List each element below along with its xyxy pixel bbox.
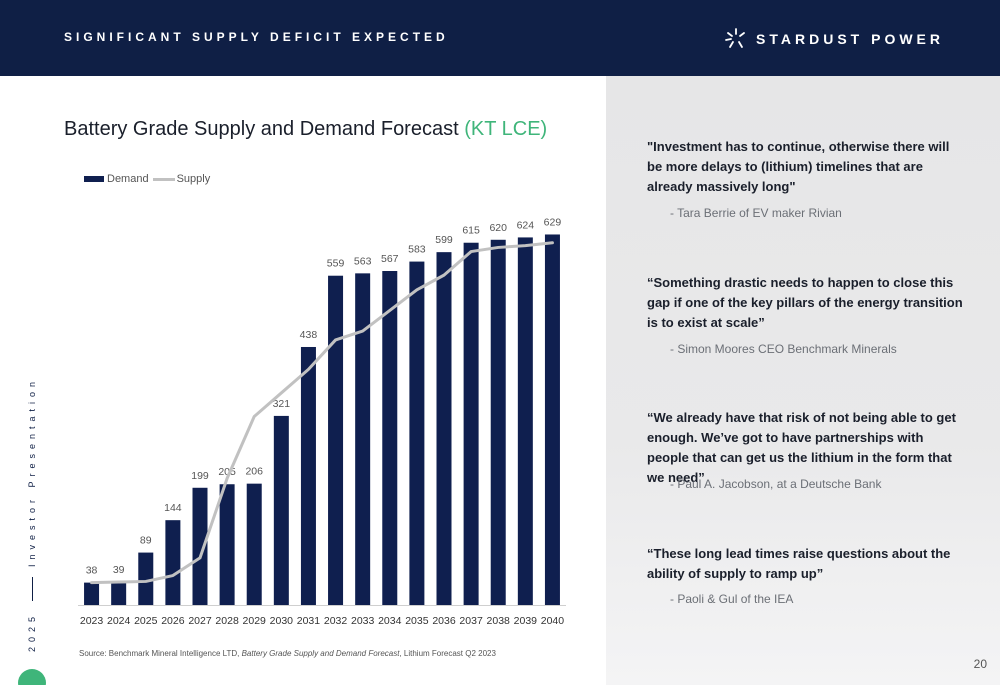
demand-bar xyxy=(544,234,560,606)
demand-bar xyxy=(463,242,479,605)
x-tick-label: 2036 xyxy=(432,615,456,627)
demand-bar xyxy=(84,582,100,605)
demand-value-label: 38 xyxy=(86,565,98,577)
demand-bar xyxy=(246,483,262,605)
demand-value-label: 199 xyxy=(191,470,209,482)
chart-title-unit: (KT LCE) xyxy=(464,118,548,140)
source-suffix: , Lithium Forecast Q2 2023 xyxy=(399,649,496,658)
side-label: Investor Presentation xyxy=(27,376,37,567)
demand-value-label: 583 xyxy=(408,244,426,256)
x-tick-label: 2026 xyxy=(161,615,185,627)
demand-bar xyxy=(409,261,425,605)
demand-value-label: 567 xyxy=(381,253,399,265)
demand-value-label: 206 xyxy=(245,466,263,478)
quote-1: "Investment has to continue, otherwise t… xyxy=(647,139,950,194)
quote-1-attribution: - Tara Berrie of EV maker Rivian xyxy=(670,206,842,220)
source-title: Battery Grade Supply and Demand Forecast xyxy=(241,649,400,658)
demand-bar xyxy=(436,252,452,606)
legend-demand-label: Demand xyxy=(107,173,149,185)
quote-3-attribution: - Paul A. Jacobson, at a Deutsche Bank xyxy=(670,477,882,491)
demand-bar xyxy=(219,484,235,605)
logo-text: STARDUST POWER xyxy=(756,31,944,47)
chart-title: Battery Grade Supply and Demand Forecast… xyxy=(64,118,547,141)
supply-line xyxy=(90,241,554,585)
demand-value-label: 144 xyxy=(164,502,182,514)
demand-bar xyxy=(517,237,533,606)
x-tick-label: 2027 xyxy=(188,615,212,627)
starburst-logo-icon xyxy=(725,28,745,48)
demand-bar xyxy=(165,520,181,605)
page-number: 20 xyxy=(973,657,987,671)
x-tick-label: 2025 xyxy=(134,615,158,627)
demand-bar xyxy=(490,239,506,605)
demand-value-label: 559 xyxy=(327,258,345,270)
x-tick-label: 2039 xyxy=(514,615,538,627)
demand-value-label: 624 xyxy=(517,219,535,231)
quote-2-attribution: - Simon Moores CEO Benchmark Minerals xyxy=(670,342,897,356)
quote-4: “These long lead times raise questions a… xyxy=(647,546,951,581)
x-tick-label: 2037 xyxy=(459,615,483,627)
demand-value-label: 615 xyxy=(462,225,480,237)
demand-bar xyxy=(273,415,289,605)
x-tick-label: 2040 xyxy=(541,615,565,627)
quote-4-attribution: - Paoli & Gul of the IEA xyxy=(670,592,794,606)
x-tick-label: 2028 xyxy=(215,615,239,627)
demand-bar xyxy=(192,487,208,605)
legend-supply-swatch xyxy=(152,177,175,181)
header-bar: SIGNIFICANT SUPPLY DEFICIT EXPECTED STAR… xyxy=(0,0,1000,76)
demand-value-label: 438 xyxy=(300,329,318,341)
quotes-panel xyxy=(606,76,1000,685)
x-tick-label: 2031 xyxy=(297,615,321,627)
x-tick-label: 2033 xyxy=(351,615,375,627)
demand-bar xyxy=(355,273,371,605)
quote-2: “Something drastic needs to happen to cl… xyxy=(647,275,963,330)
source-prefix: Source: Benchmark Mineral Intelligence L… xyxy=(79,649,242,658)
demand-value-label: 39 xyxy=(113,564,125,576)
chart-source: Source: Benchmark Mineral Intelligence L… xyxy=(79,649,496,658)
demand-bar xyxy=(382,271,398,605)
demand-bar xyxy=(300,346,316,605)
chart-title-text: Battery Grade Supply and Demand Forecast xyxy=(64,118,459,140)
demand-bar xyxy=(138,552,154,605)
demand-bar xyxy=(328,275,344,605)
x-tick-label: 2030 xyxy=(270,615,294,627)
demand-value-label: 89 xyxy=(140,535,152,547)
chart-legend: Demand Supply xyxy=(84,173,210,185)
demand-value-label: 321 xyxy=(273,398,291,410)
slide-title: SIGNIFICANT SUPPLY DEFICIT EXPECTED xyxy=(64,30,449,44)
x-tick-label: 2023 xyxy=(80,615,104,627)
demand-value-label: 620 xyxy=(489,222,507,234)
demand-value-label: 599 xyxy=(435,234,453,246)
demand-bar xyxy=(111,582,127,605)
legend-demand-swatch xyxy=(84,176,104,182)
x-tick-label: 2032 xyxy=(324,615,348,627)
x-tick-label: 2035 xyxy=(405,615,429,627)
legend-supply-label: Supply xyxy=(176,173,211,185)
demand-value-label: 629 xyxy=(544,216,562,228)
x-tick-label: 2024 xyxy=(107,615,131,627)
x-tick-label: 2038 xyxy=(487,615,511,627)
side-divider xyxy=(32,577,33,601)
side-year: 2025 xyxy=(27,611,37,652)
green-dot-decoration xyxy=(18,669,46,685)
demand-value-label: 563 xyxy=(354,255,372,267)
x-tick-label: 2029 xyxy=(243,615,267,627)
company-logo: STARDUST POWER xyxy=(724,26,944,52)
quote-3: “We already have that risk of not being … xyxy=(647,410,956,485)
x-tick-label: 2034 xyxy=(378,615,402,627)
